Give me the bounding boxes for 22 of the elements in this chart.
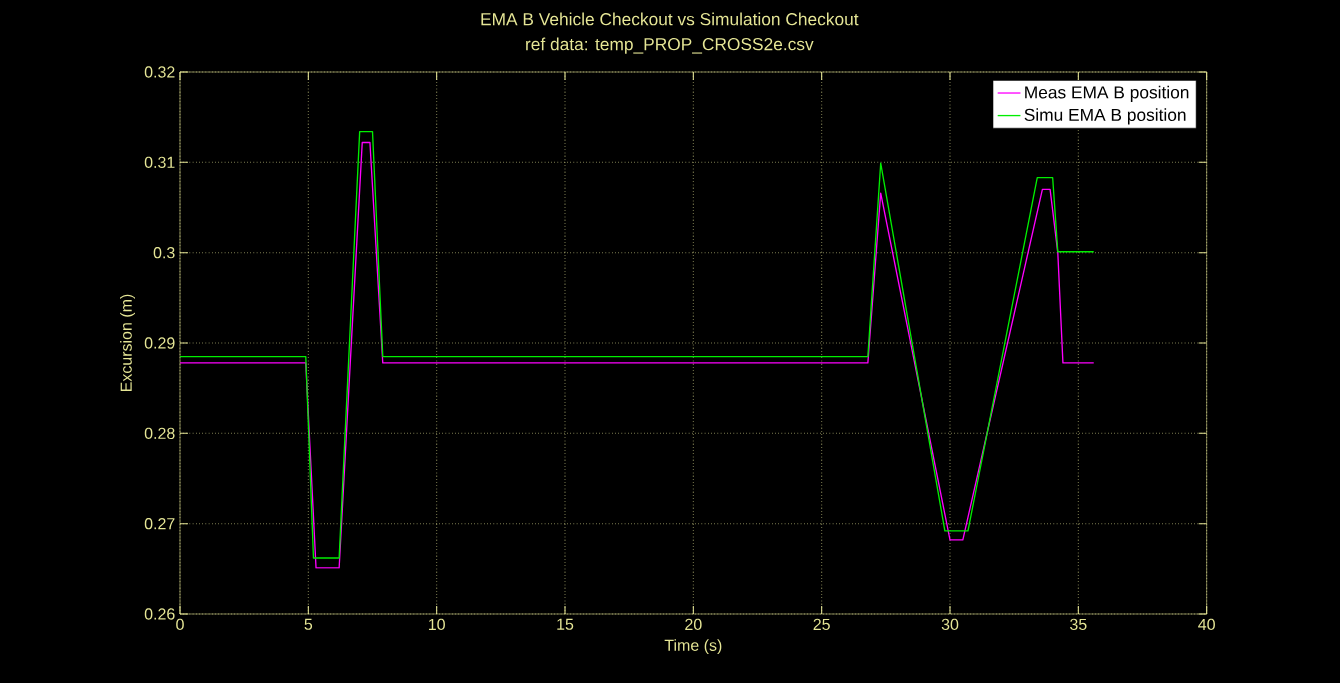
x-tick-label: 15 [557,618,574,630]
y-tick-label: 0.31 [144,156,175,168]
x-tick-label: 10 [428,618,445,631]
x-axis-title: Time (s) [664,639,722,655]
y-tick-label: 0.29 [144,337,175,349]
x-tick-label: 25 [813,618,830,631]
x-tick-label: 20 [685,618,702,631]
x-tick-label: 40 [1198,618,1215,631]
y-tick-label: 0.26 [144,608,175,620]
x-tick-label: 35 [1070,618,1087,631]
chart-subtitle: ref data: temp_PROP_CROSS2e.csv [526,37,814,54]
y-tick-label: 0.28 [144,427,175,439]
legend-label: Simu EMA B position [1024,108,1186,125]
x-tick-label: 30 [941,618,959,631]
legend-label: Meas EMA B position [1025,85,1189,102]
chart-title: EMA B Vehicle Checkout vs Simulation Checkout [481,12,859,26]
y-tick-label: 0.27 [144,518,175,530]
x-tick-label: 5 [304,618,313,630]
y-axis-title: Excursion (m) [120,294,135,392]
x-tick-label: 0 [176,618,184,631]
y-tick-label: 0.3 [153,247,175,259]
y-tick-label: 0.32 [144,66,175,78]
